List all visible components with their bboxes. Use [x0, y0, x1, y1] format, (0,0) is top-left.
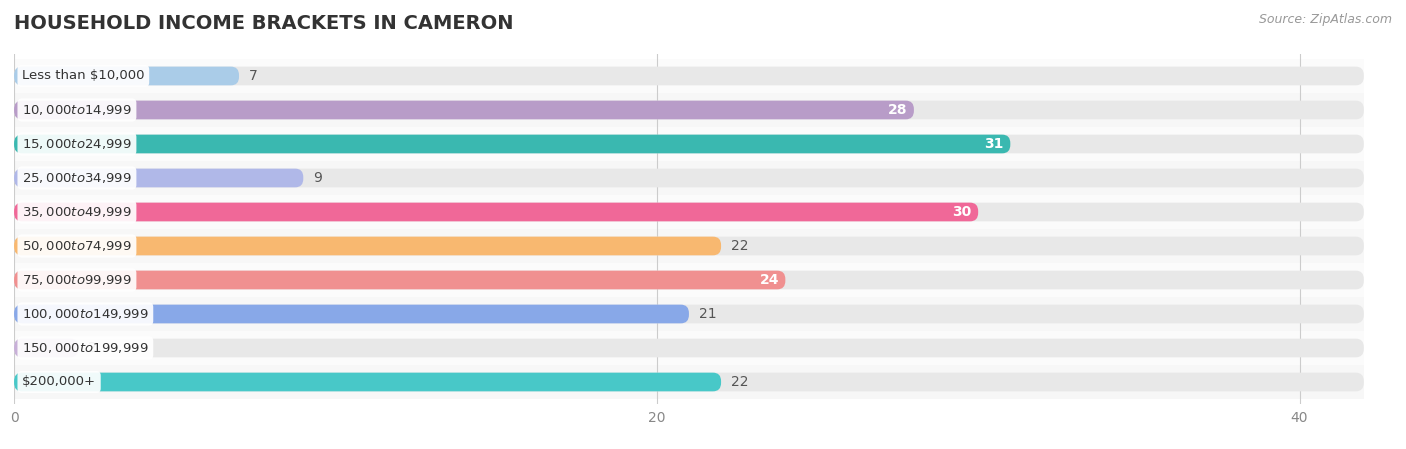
Text: 21: 21 — [699, 307, 716, 321]
FancyBboxPatch shape — [14, 339, 1364, 357]
Bar — [14, 127, 1364, 161]
FancyBboxPatch shape — [14, 169, 1364, 187]
Text: 22: 22 — [731, 239, 748, 253]
FancyBboxPatch shape — [14, 169, 304, 187]
FancyBboxPatch shape — [14, 304, 1364, 323]
Text: $150,000 to $199,999: $150,000 to $199,999 — [22, 341, 149, 355]
Text: $100,000 to $149,999: $100,000 to $149,999 — [22, 307, 149, 321]
Bar — [14, 93, 1364, 127]
Text: $75,000 to $99,999: $75,000 to $99,999 — [22, 273, 132, 287]
FancyBboxPatch shape — [14, 66, 239, 85]
FancyBboxPatch shape — [14, 373, 721, 392]
Text: 30: 30 — [952, 205, 972, 219]
FancyBboxPatch shape — [14, 339, 79, 357]
FancyBboxPatch shape — [14, 135, 1011, 154]
Text: 9: 9 — [314, 171, 322, 185]
FancyBboxPatch shape — [14, 304, 689, 323]
FancyBboxPatch shape — [14, 271, 786, 289]
Bar — [14, 263, 1364, 297]
Bar — [14, 229, 1364, 263]
Bar — [14, 297, 1364, 331]
Text: 7: 7 — [249, 69, 257, 83]
Bar — [14, 195, 1364, 229]
Text: Source: ZipAtlas.com: Source: ZipAtlas.com — [1258, 13, 1392, 26]
FancyBboxPatch shape — [14, 202, 979, 221]
FancyBboxPatch shape — [14, 101, 1364, 119]
Text: 2: 2 — [89, 341, 97, 355]
Text: $35,000 to $49,999: $35,000 to $49,999 — [22, 205, 132, 219]
Bar — [14, 59, 1364, 93]
Text: $25,000 to $34,999: $25,000 to $34,999 — [22, 171, 132, 185]
Text: $200,000+: $200,000+ — [22, 375, 96, 388]
Text: 24: 24 — [759, 273, 779, 287]
Text: $10,000 to $14,999: $10,000 to $14,999 — [22, 103, 132, 117]
FancyBboxPatch shape — [14, 237, 1364, 255]
FancyBboxPatch shape — [14, 101, 914, 119]
Text: 28: 28 — [889, 103, 907, 117]
FancyBboxPatch shape — [14, 237, 721, 255]
FancyBboxPatch shape — [14, 373, 1364, 392]
Text: HOUSEHOLD INCOME BRACKETS IN CAMERON: HOUSEHOLD INCOME BRACKETS IN CAMERON — [14, 14, 513, 33]
Bar — [14, 161, 1364, 195]
FancyBboxPatch shape — [14, 202, 1364, 221]
Text: $50,000 to $74,999: $50,000 to $74,999 — [22, 239, 132, 253]
FancyBboxPatch shape — [14, 271, 1364, 289]
FancyBboxPatch shape — [14, 66, 1364, 85]
Text: $15,000 to $24,999: $15,000 to $24,999 — [22, 137, 132, 151]
Text: 22: 22 — [731, 375, 748, 389]
Bar — [14, 365, 1364, 399]
Bar — [14, 331, 1364, 365]
FancyBboxPatch shape — [14, 135, 1364, 154]
Text: 31: 31 — [984, 137, 1004, 151]
Text: Less than $10,000: Less than $10,000 — [22, 70, 145, 83]
